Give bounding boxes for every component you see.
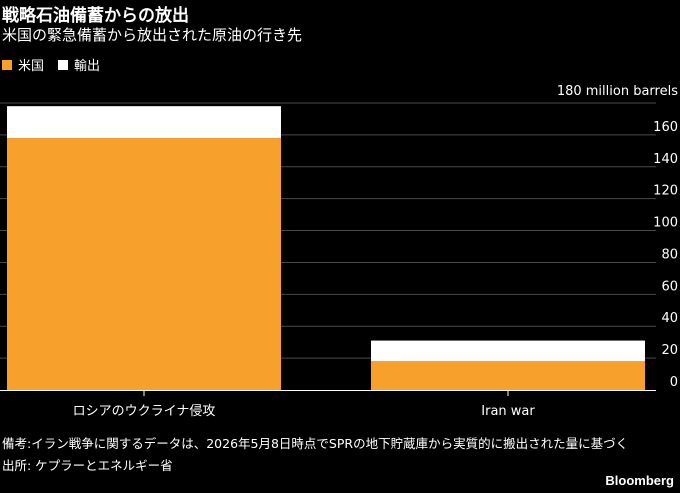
- y-tick-label-100: 100: [653, 216, 678, 231]
- y-tick-label-60: 60: [661, 279, 678, 294]
- legend-swatch-export: [58, 59, 69, 70]
- bar-0-series-1: [7, 106, 281, 139]
- bar-chart: ロシアのウクライナ侵攻 Iran war 0 20 40 60 80 100 120 140 160…: [0, 84, 678, 419]
- y-tick-label-0: 0: [670, 375, 678, 390]
- x-tick-label-0: ロシアのウクライナ侵攻: [73, 403, 216, 419]
- bar-1-series-1: [371, 340, 645, 362]
- legend-label-us: 米国: [18, 59, 45, 74]
- legend-item-us: 米国: [2, 55, 44, 74]
- y-tick-label-120: 120: [653, 184, 678, 199]
- legend-item-export: 輸出: [58, 55, 100, 74]
- bar-1-series-0: [371, 361, 645, 390]
- bloomberg-logo: Bloomberg: [605, 473, 674, 488]
- y-tick-label-40: 40: [661, 311, 678, 326]
- legend-swatch-us: [2, 59, 12, 70]
- chart-title: 戦略石油備蓄からの放出: [2, 6, 189, 26]
- legend-label-export: 輸出: [74, 59, 101, 74]
- chart-subtitle: 米国の緊急備蓄から放出された原油の行き先: [2, 26, 303, 44]
- source-note: 出所: ケプラーとエネルギー省: [2, 458, 173, 473]
- y-tick-label-160: 160: [653, 120, 678, 135]
- y-tick-label-80: 80: [661, 247, 678, 262]
- x-tick-label-1: Iran war: [481, 404, 535, 419]
- y-tick-label-140: 140: [653, 152, 678, 167]
- footnote: 備考:イラン戦争に関するデータは、2026年5月8日時点でSPRの地下貯蔵庫から…: [2, 436, 629, 451]
- y-unit-label: 180 million barrels: [557, 84, 678, 99]
- legend: 米国 輸出: [2, 55, 114, 74]
- y-tick-label-20: 20: [661, 343, 678, 358]
- bar-0-series-0: [7, 138, 281, 390]
